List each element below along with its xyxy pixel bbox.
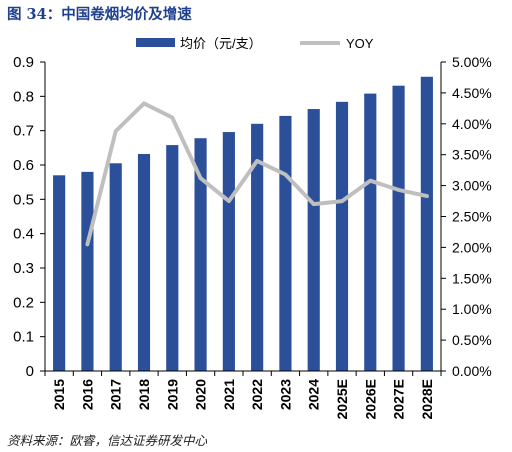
x-tick-label: 2028E (419, 379, 435, 419)
left-tick-label: 0.3 (13, 260, 34, 277)
left-axis: 0 0.1 0.2 0.3 0.4 0.5 0.6 0.7 0.8 0.9 (13, 54, 46, 380)
bar-series (53, 76, 433, 372)
bar (137, 154, 151, 371)
left-tick-label: 0.8 (13, 88, 34, 105)
x-tick-label: 2020 (193, 379, 209, 410)
yoy-series (85, 101, 429, 247)
x-tick-label: 2018 (136, 379, 152, 410)
bar (81, 171, 94, 371)
left-tick-label: 0.2 (13, 294, 34, 311)
x-tick-label: 2024 (306, 379, 322, 410)
x-axis: 2015 2016 2017 2018 2019 2020 2021 2022 2023 2024… (44, 370, 442, 419)
right-tick-label: 0.00% (452, 363, 492, 379)
x-tick-label: 2026E (362, 379, 378, 419)
x-tick-label: 2027E (391, 379, 407, 419)
left-tick-label: 0.6 (13, 157, 34, 174)
right-tick-label: 2.00% (452, 239, 492, 255)
right-tick-label: 4.00% (452, 116, 492, 132)
left-tick-label: 0.5 (13, 191, 34, 208)
bar (420, 76, 433, 371)
legend-line-label: YOY (346, 36, 374, 51)
bar (53, 175, 66, 371)
x-tick-label: 2017 (108, 379, 124, 410)
x-tick-label: 2021 (221, 379, 237, 410)
bar (109, 163, 122, 371)
left-tick-label: 0.1 (13, 329, 34, 346)
right-tick-label: 4.50% (452, 85, 492, 101)
x-tick-label: 2023 (277, 379, 293, 410)
chart-title: 图 34：中国卷烟均价及增速 (7, 6, 192, 23)
left-tick-label: 0.4 (13, 226, 34, 243)
right-tick-label: 1.00% (452, 301, 492, 317)
right-tick-label: 5.00% (452, 54, 492, 70)
x-tick-label: 2015 (51, 379, 67, 410)
bar (166, 145, 179, 371)
bar (222, 132, 235, 371)
legend-bar-swatch (136, 38, 175, 47)
right-tick-label: 2.50% (452, 209, 492, 225)
yoy-line (85, 101, 429, 247)
bar (392, 85, 405, 371)
right-tick-label: 3.00% (452, 178, 492, 194)
legend: 均价（元/支） YOY (136, 36, 374, 51)
bar (335, 101, 349, 372)
left-tick-label: 0 (26, 363, 34, 380)
right-axis: 0.00% 0.50% 1.00% 1.50% 2.00% 2.50% 3.00% 3.50%… (440, 54, 492, 379)
bar (307, 109, 320, 371)
x-tick-label: 2022 (249, 379, 265, 410)
x-tick-label: 2025E (334, 379, 350, 419)
bar (194, 138, 207, 371)
left-tick-label: 0.9 (13, 54, 34, 71)
right-tick-label: 1.50% (452, 270, 492, 286)
legend-bar-label: 均价（元/支） (180, 36, 262, 51)
bar (279, 115, 292, 371)
bar (364, 93, 377, 371)
source-note: 资料来源：欧睿，信达证券研发中心 (7, 433, 208, 448)
x-tick-label: 2016 (79, 379, 95, 410)
left-tick-label: 0.7 (13, 123, 34, 140)
right-tick-label: 0.50% (452, 332, 492, 348)
bar (251, 123, 264, 371)
right-tick-label: 3.50% (452, 147, 492, 163)
x-tick-label: 2019 (164, 379, 180, 410)
